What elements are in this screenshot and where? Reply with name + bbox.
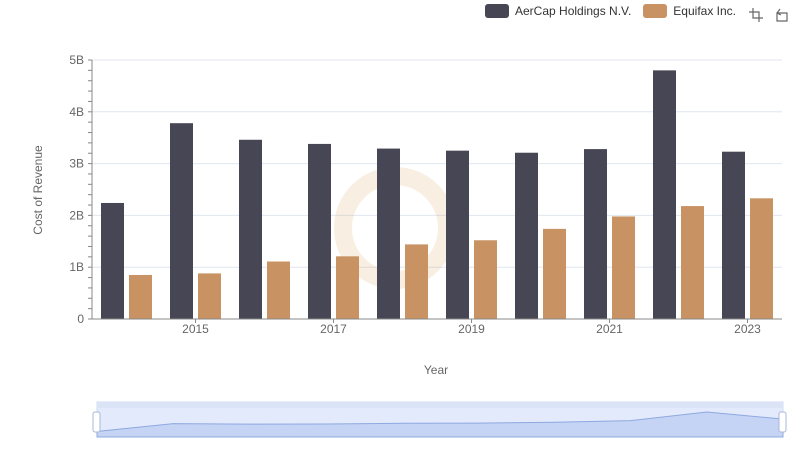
axes: 0 1B 2B 3B 4B 5B 2015 2017 2019 2021 2023	[69, 53, 782, 336]
x-tick-label: 2019	[458, 322, 485, 336]
legend-item-aercap[interactable]: AerCap Holdings N.V.	[485, 4, 631, 18]
bar-aercap-2022[interactable]	[653, 70, 676, 319]
bar-equifax-2020[interactable]	[543, 228, 566, 319]
zoom-top-bar[interactable]	[97, 402, 783, 408]
bar-equifax-2015[interactable]	[198, 273, 221, 319]
bar-aercap-2023[interactable]	[722, 151, 745, 319]
y-tick-label: 1B	[69, 260, 84, 274]
zoom-handle-right[interactable]	[778, 411, 787, 433]
x-tick-label: 2023	[734, 322, 761, 336]
bar-aercap-2016[interactable]	[239, 139, 262, 319]
bar-aercap-2014[interactable]	[101, 202, 124, 319]
y-tick-label: 4B	[69, 105, 84, 119]
grid-lines	[92, 59, 782, 268]
bar-equifax-2016[interactable]	[267, 261, 290, 319]
bar-aercap-2018[interactable]	[377, 148, 400, 319]
restore-icon[interactable]	[774, 7, 790, 23]
y-tick-label: 0	[77, 312, 84, 326]
bars	[101, 70, 773, 319]
bar-aercap-2017[interactable]	[308, 143, 331, 319]
legend-swatch-equifax	[643, 4, 668, 18]
legend-swatch-aercap	[485, 4, 509, 18]
zoom-handle-left[interactable]	[92, 411, 101, 433]
bar-aercap-2020[interactable]	[515, 152, 538, 319]
bar-aercap-2021[interactable]	[584, 149, 607, 319]
bar-aercap-2015[interactable]	[170, 123, 193, 319]
bar-equifax-2019[interactable]	[474, 240, 497, 319]
bar-equifax-2023[interactable]	[750, 198, 773, 319]
legend-item-equifax[interactable]: Equifax Inc.	[643, 4, 736, 18]
bar-equifax-2022[interactable]	[681, 206, 704, 319]
data-zoom-icon[interactable]	[748, 7, 764, 23]
bar-equifax-2018[interactable]	[405, 244, 428, 319]
x-tick-label: 2021	[596, 322, 623, 336]
chart-legend: AerCap Holdings N.V. Equifax Inc.	[485, 4, 736, 18]
chart-toolbox	[748, 7, 790, 23]
y-axis-label: Cost of Revenue	[31, 145, 45, 235]
y-tick-label: 3B	[69, 157, 84, 171]
bar-aercap-2019[interactable]	[446, 150, 469, 319]
legend-label-aercap: AerCap Holdings N.V.	[515, 4, 632, 18]
y-tick-label: 2B	[69, 208, 84, 222]
x-tick-label: 2017	[320, 322, 347, 336]
data-zoom-slider[interactable]	[92, 401, 787, 438]
legend-label-equifax: Equifax Inc.	[673, 4, 736, 18]
bar-equifax-2017[interactable]	[336, 256, 359, 319]
x-tick-label: 2015	[182, 322, 209, 336]
y-tick-label: 5B	[69, 53, 84, 67]
bar-equifax-2014[interactable]	[129, 274, 152, 319]
x-axis-label: Year	[424, 363, 448, 377]
bar-equifax-2021[interactable]	[612, 216, 635, 319]
